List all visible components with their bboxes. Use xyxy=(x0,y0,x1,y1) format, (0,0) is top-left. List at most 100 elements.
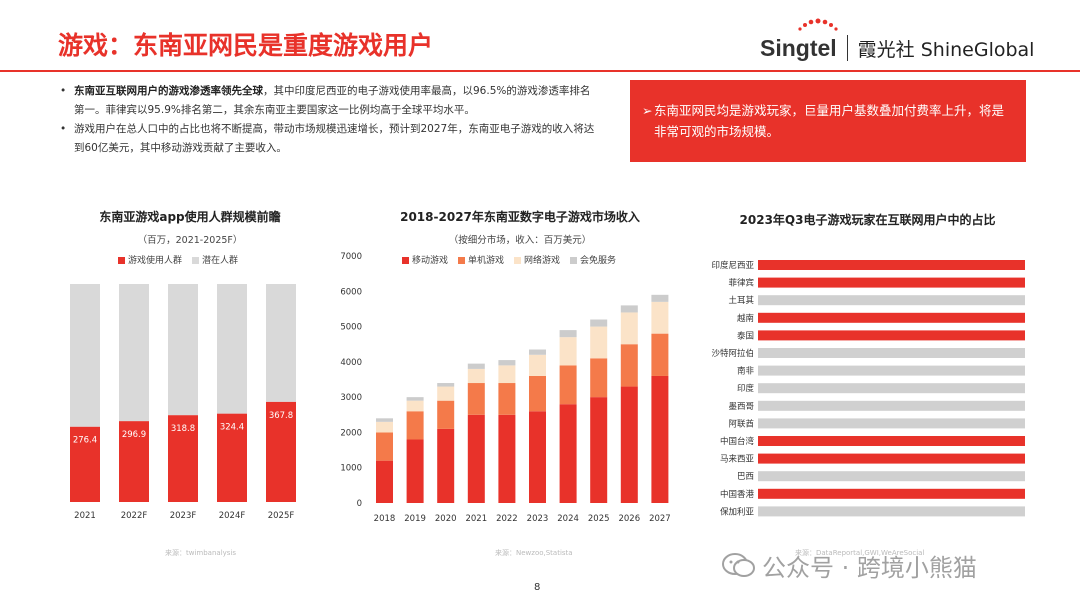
legend-item: 网络游戏 xyxy=(514,253,560,266)
header-divider xyxy=(0,70,1080,72)
category-label: 中国台湾 xyxy=(720,436,755,447)
y-tick-label: 0 xyxy=(357,499,362,509)
shineglobal-logo-text: 霞光社 ShineGlobal xyxy=(857,38,1035,61)
bullet-item: 东南亚互联网用户的游戏渗透率领先全球，其中印度尼西亚的电子游戏使用率最高，以96… xyxy=(58,82,598,120)
chart2-subtitle: （按细分市场，收入：百万美元） xyxy=(448,235,592,246)
category-label: 泰国 xyxy=(737,330,754,341)
chart2-stacked-bar: 0 1000 2000 3000 4000 5000 6000 7000 2018 2019 202… xyxy=(340,252,670,524)
bar-segment xyxy=(651,333,669,376)
logo-separator xyxy=(846,35,848,61)
bar xyxy=(758,312,1025,323)
singtel-logo-text: Singtel xyxy=(760,34,837,61)
bar-segment xyxy=(559,337,577,366)
arrow-icon: ➢ xyxy=(642,103,653,118)
chart3-source: 来源：DataReportal,GWI,WeAreSocial xyxy=(795,549,925,557)
x-tick-label: 2024 xyxy=(557,514,579,524)
bar xyxy=(758,436,1025,446)
data-label: 318.8 xyxy=(171,424,195,434)
legend-item: 潜在人群 xyxy=(192,253,238,266)
bar xyxy=(758,383,1025,394)
bar xyxy=(758,295,1025,306)
bar-segment xyxy=(437,383,455,387)
category-label: 马来西亚 xyxy=(720,455,755,465)
legend-item: 游戏使用人群 xyxy=(118,253,182,266)
category-label: 土耳其 xyxy=(728,295,754,306)
x-tick-label: 2025 xyxy=(588,514,610,524)
page-number: 8 xyxy=(534,582,541,593)
bar-segment xyxy=(498,414,516,503)
bar-segment xyxy=(437,386,455,401)
bar-segment xyxy=(590,326,608,359)
x-tick-label: 2020 xyxy=(435,514,457,524)
brand-logo: Singtel 霞光社 ShineGlobal xyxy=(760,18,1035,66)
data-label: 276.4 xyxy=(73,436,97,446)
bar-segment xyxy=(406,439,424,503)
chart1-legend: 游戏使用人群 潜在人群 xyxy=(118,253,238,266)
x-tick-label: 2023 xyxy=(527,514,549,524)
wechat-icon xyxy=(722,552,755,577)
bar-segment xyxy=(498,365,516,384)
bar-users xyxy=(70,426,100,502)
bar xyxy=(758,506,1025,517)
category-label: 阿联酋 xyxy=(728,418,754,429)
x-tick-label: 2021 xyxy=(74,511,96,521)
chart2-title: 2018-2027年东南亚数字电子游戏市场收入 xyxy=(400,210,640,224)
bar-potential xyxy=(217,284,247,414)
bar-segment xyxy=(376,432,393,461)
category-label: 印度 xyxy=(737,383,755,394)
bar xyxy=(758,260,1025,270)
y-tick-label: 7000 xyxy=(340,252,362,262)
bar xyxy=(758,453,1025,464)
x-tick-label: 2021 xyxy=(465,514,487,524)
bar-segment xyxy=(590,358,608,398)
bar-segment xyxy=(437,400,455,429)
bar-segment xyxy=(651,301,669,334)
y-tick-label: 3000 xyxy=(340,393,362,403)
category-label: 巴西 xyxy=(737,472,754,482)
category-label: 南非 xyxy=(737,366,755,377)
chart1-title: 东南亚游戏app使用人群规模前瞻 xyxy=(99,210,281,224)
bar-segment xyxy=(620,312,638,345)
bar xyxy=(758,330,1025,341)
chart1-source: 来源：twimbanalysis xyxy=(165,549,237,557)
x-tick-label: 2026 xyxy=(618,514,640,524)
chart2-legend: 移动游戏 单机游戏 网络游戏 会免服务 xyxy=(402,253,616,266)
bar-segment xyxy=(620,386,638,503)
bar-segment xyxy=(651,375,669,503)
bar xyxy=(758,348,1025,358)
bar xyxy=(758,471,1025,482)
bar-segment xyxy=(467,414,485,503)
x-tick-label: 2025F xyxy=(268,511,295,521)
y-tick-label: 5000 xyxy=(340,323,362,333)
category-label: 保加利亚 xyxy=(720,506,755,517)
y-tick-label: 4000 xyxy=(340,358,362,368)
data-label: 324.4 xyxy=(220,423,244,433)
callout-text: 东南亚网民均是游戏玩家，巨量用户基数叠加付费率上升，将是非常可观的市场规模。 xyxy=(654,103,1005,139)
bar xyxy=(758,418,1025,429)
category-label: 印度尼西亚 xyxy=(711,260,754,271)
bar-segment xyxy=(529,354,546,376)
y-tick-label: 6000 xyxy=(340,287,362,297)
bar-users xyxy=(168,415,198,502)
singtel-dots-icon xyxy=(798,18,838,31)
bar-users xyxy=(217,413,247,502)
legend-item: 单机游戏 xyxy=(458,253,504,266)
bar-segment xyxy=(498,383,516,415)
bar xyxy=(758,488,1025,499)
bar-segment xyxy=(590,319,608,327)
chart3-title: 2023年Q3电子游戏玩家在互联网用户中的占比 xyxy=(739,213,996,227)
x-tick-label: 2022 xyxy=(496,514,518,524)
page-title: 游戏：东南亚网民是重度游戏用户 xyxy=(58,31,434,60)
bar-segment xyxy=(559,330,577,338)
category-label: 越南 xyxy=(737,313,754,324)
bar-segment xyxy=(529,411,546,503)
bar-segment xyxy=(590,397,608,503)
bar-segment xyxy=(376,421,393,433)
x-tick-label: 2024F xyxy=(219,511,246,521)
bullet-item: 游戏用户在总人口中的占比也将不断提高，带动市场规模迅速增长，预计到2027年，东… xyxy=(58,120,598,158)
x-tick-label: 2023F xyxy=(170,511,197,521)
category-label: 中国香港 xyxy=(720,489,755,500)
bar-segment xyxy=(467,363,485,369)
data-label: 296.9 xyxy=(122,430,146,440)
category-label: 墨西哥 xyxy=(728,402,754,412)
